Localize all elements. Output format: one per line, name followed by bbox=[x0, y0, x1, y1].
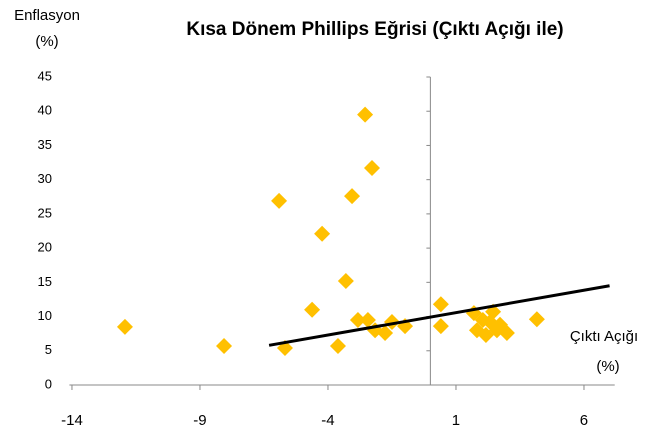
point bbox=[498, 324, 515, 341]
y-tick-label: 5 bbox=[45, 342, 52, 357]
chart-title: Kısa Dönem Phillips Eğrisi (Çıktı Açığı … bbox=[186, 19, 563, 40]
point bbox=[349, 311, 366, 328]
point bbox=[432, 318, 449, 335]
x-tick-label: 1 bbox=[452, 412, 460, 429]
point bbox=[314, 225, 331, 242]
point bbox=[216, 337, 233, 354]
y-tick-label: 20 bbox=[38, 240, 52, 255]
point bbox=[337, 272, 354, 289]
x-tick-label: -9 bbox=[193, 412, 206, 429]
y-tick-label: 40 bbox=[38, 103, 52, 118]
point bbox=[528, 311, 545, 328]
x-axis-label: (%) bbox=[596, 358, 619, 375]
y-tick-label: 45 bbox=[38, 68, 52, 83]
point bbox=[344, 188, 361, 205]
point bbox=[432, 296, 449, 313]
x-tick-label: -14 bbox=[61, 412, 83, 429]
point bbox=[116, 318, 133, 335]
point bbox=[377, 324, 394, 341]
point bbox=[359, 311, 376, 328]
y-tick-label: 25 bbox=[38, 205, 52, 220]
x-axis-label: Çıktı Açığı bbox=[570, 328, 638, 345]
y-tick-label: 35 bbox=[38, 137, 52, 152]
x-tick-label: 6 bbox=[580, 412, 588, 429]
y-tick-label: 0 bbox=[45, 376, 52, 391]
point bbox=[304, 301, 321, 318]
point bbox=[364, 160, 381, 177]
point bbox=[357, 106, 374, 123]
y-axis-label: Enflasyon bbox=[14, 7, 80, 24]
y-tick-label: 30 bbox=[38, 171, 52, 186]
y-tick-label: 15 bbox=[38, 274, 52, 289]
point bbox=[271, 192, 288, 209]
y-axis-label: (%) bbox=[35, 33, 58, 50]
trend-line bbox=[268, 284, 610, 347]
x-tick-label: -4 bbox=[321, 412, 334, 429]
y-tick-label: 10 bbox=[38, 308, 52, 323]
point bbox=[329, 337, 346, 354]
